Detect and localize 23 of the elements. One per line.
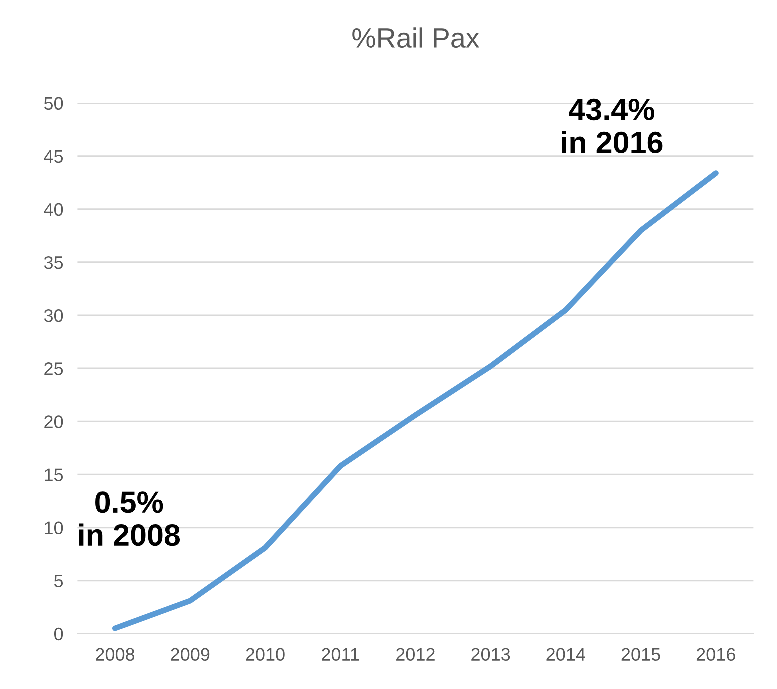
y-tick-label: 50 — [44, 97, 64, 110]
x-tick-label: 2011 — [322, 648, 360, 662]
x-tick-label: 2012 — [396, 648, 435, 662]
y-tick-label: 0 — [54, 628, 64, 641]
y-tick-label: 15 — [45, 468, 64, 482]
x-tick-label: 2010 — [246, 648, 285, 662]
x-tick-label: 2014 — [546, 648, 586, 662]
y-tick-label: 5 — [54, 574, 64, 588]
x-tick-label: 2013 — [472, 648, 510, 662]
x-tick-label: 2009 — [171, 648, 210, 662]
annotation: 43.4% in 2016 — [562, 98, 663, 154]
y-tick-label: 20 — [44, 416, 64, 428]
x-tick-label: 2015 — [622, 648, 660, 662]
x-tick-label: 2008 — [96, 648, 135, 662]
y-tick-label: 25 — [44, 362, 64, 376]
y-tick-label: 45 — [44, 150, 64, 164]
chart-title: %Rail Pax — [352, 28, 480, 48]
y-tick-label: 30 — [44, 309, 64, 322]
y-tick-label: 10 — [45, 522, 64, 534]
x-tick-label: 2016 — [696, 648, 736, 662]
y-tick-label: 40 — [44, 203, 64, 216]
y-tick-label: 35 — [44, 256, 64, 270]
annotation: 0.5% in 2008 — [79, 492, 180, 546]
